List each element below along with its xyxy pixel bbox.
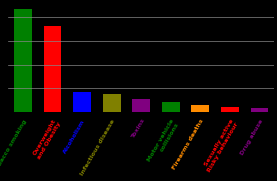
Bar (162, 102, 180, 112)
Bar (251, 108, 268, 112)
Bar (44, 26, 61, 112)
Bar (132, 99, 150, 112)
Bar (191, 105, 209, 112)
Bar (73, 92, 91, 112)
Bar (221, 108, 239, 112)
Bar (103, 94, 120, 112)
Bar (14, 9, 32, 112)
